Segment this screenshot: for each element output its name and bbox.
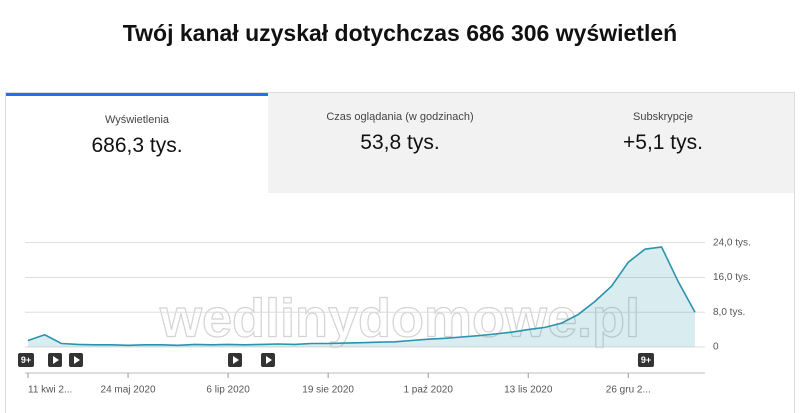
y-tick-label: 8,0 tys.: [713, 307, 745, 318]
tab-value: +5,1 tys.: [623, 131, 703, 154]
y-tick-label: 16,0 tys.: [713, 272, 751, 283]
area: [28, 247, 695, 347]
y-tick-label: 0: [713, 342, 719, 353]
tab-label: Wyświetlenia: [104, 114, 170, 126]
x-tick-label: 19 sie 2020: [302, 385, 354, 396]
annotation-marker[interactable]: 9+: [18, 353, 34, 367]
play-markers: [48, 353, 275, 367]
marker-label: 9+: [21, 355, 31, 365]
marker-label: 9+: [641, 355, 651, 365]
tab[interactable]: Wyświetlenia 686,3 tys.: [6, 93, 268, 193]
play-icon: [233, 356, 239, 364]
page-title: Twój kanał uzyskał dotychczas 686 306 wy…: [122, 20, 678, 46]
tab[interactable]: Subskrypcje +5,1 tys.: [532, 93, 794, 193]
x-tick-label: 24 maj 2020: [101, 385, 156, 396]
tab-label: Subskrypcje: [633, 111, 693, 123]
x-tick-label: 1 paź 2020: [403, 385, 453, 396]
play-icon: [74, 356, 80, 364]
y-tick-label: 24,0 tys.: [713, 237, 751, 248]
play-icon: [266, 356, 272, 364]
x-tick-label: 26 gru 2...: [606, 385, 651, 396]
line: [27, 246, 696, 347]
tab-value: 53,8 tys.: [360, 131, 440, 154]
play-icon: [53, 356, 59, 364]
tab-label: Czas oglądania (w godzinach): [326, 111, 474, 123]
annotation-marker[interactable]: 9+: [637, 353, 654, 367]
marker-box: [18, 353, 34, 367]
analytics-card: Wyświetlenia 686,3 tys. Czas oglądania (…: [5, 92, 795, 413]
x-tick-label: 13 lis 2020: [504, 385, 553, 396]
tab[interactable]: Czas oglądania (w godzinach) 53,8 tys.: [268, 93, 532, 193]
marker-box: [637, 353, 654, 367]
x-tick-label: 11 kwi 2...: [28, 385, 72, 396]
tab-value: 686,3 tys.: [91, 134, 183, 157]
x-tick-label: 6 lip 2020: [206, 385, 250, 396]
watermark: wedlinydomowe.pl: [159, 288, 640, 348]
